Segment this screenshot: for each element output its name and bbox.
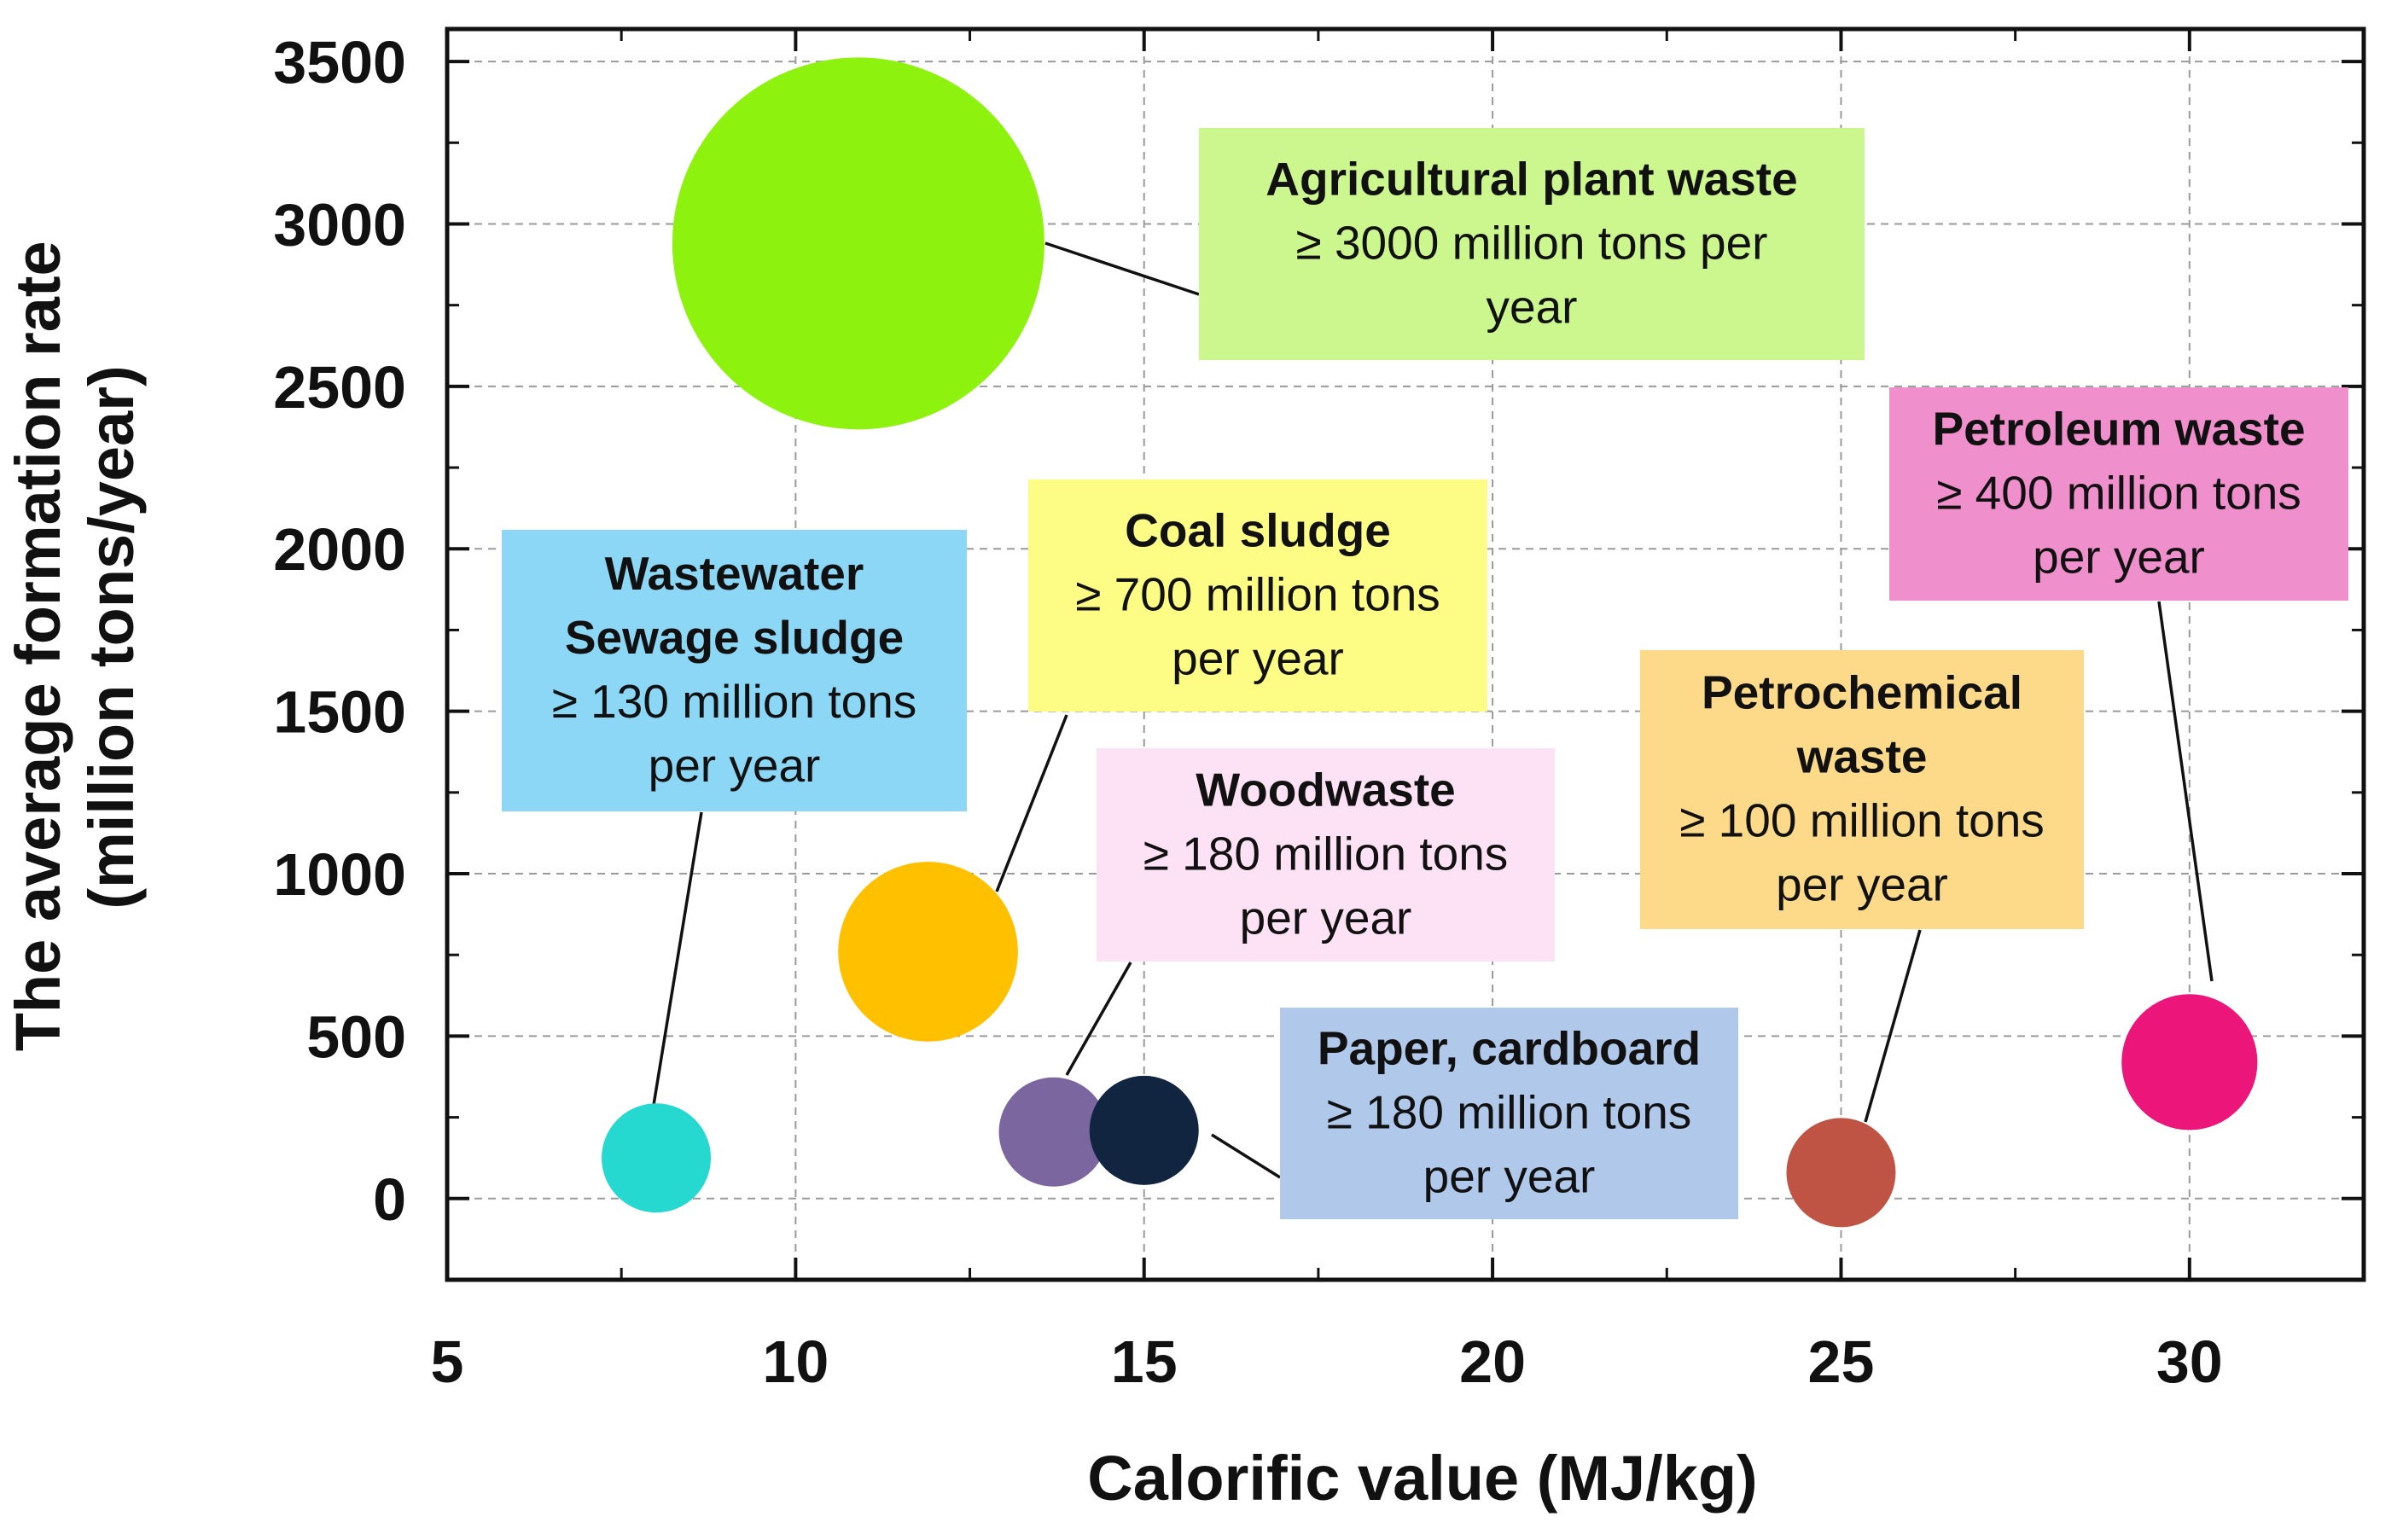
annotation-title: Sewage sludge xyxy=(565,611,904,664)
x-tick-label: 15 xyxy=(1111,1328,1178,1395)
annotation-petrochemical-waste: Petrochemical waste ≥ 100 million tons per … xyxy=(1640,650,2084,929)
y-tick-label: 2500 xyxy=(273,354,406,421)
y-axis-title: The average formation rate (million tons… xyxy=(3,224,147,1052)
annotation-box xyxy=(1640,650,2084,929)
y-axis-title-line-1: The average formation rate xyxy=(3,241,73,1051)
annotation-agricultural-plant-waste: Agricultural plant waste ≥ 3000 million t… xyxy=(1199,128,1865,360)
leader-paper-cardboard xyxy=(1211,1133,1281,1179)
annotation-text: per year xyxy=(2033,531,2205,584)
annotation-title: Coal sludge xyxy=(1125,504,1391,557)
annotation-text: ≥ 180 million tons xyxy=(1143,828,1509,880)
bubble-agricultural-plant-waste xyxy=(672,57,1044,430)
annotation-text: per year xyxy=(1423,1150,1596,1203)
annotation-title: Woodwaste xyxy=(1196,764,1456,816)
y-tick-label: 3000 xyxy=(273,191,406,258)
annotation-title: Wastewater xyxy=(605,547,864,600)
annotation-text: per year xyxy=(1240,892,1412,944)
leader-petrochemical-waste xyxy=(1864,929,1922,1123)
y-tick-label: 500 xyxy=(306,1003,406,1070)
leader-petroleum-waste xyxy=(2157,601,2214,982)
x-tick-label: 5 xyxy=(431,1328,464,1395)
annotation-title: waste xyxy=(1796,730,1928,783)
leader-lines xyxy=(652,241,2214,1179)
annotation-text: ≥ 100 million tons xyxy=(1679,794,2045,847)
bubble-petrochemical-waste xyxy=(1786,1118,1896,1228)
annotation-text: year xyxy=(1487,281,1578,334)
annotation-box xyxy=(1889,387,2348,601)
annotation-text: per year xyxy=(1172,632,1344,685)
annotation-text: ≥ 130 million tons xyxy=(552,675,917,728)
annotation-paper-cardboard: Paper, cardboard ≥ 180 million tons per ye… xyxy=(1280,1008,1738,1219)
annotation-text: per year xyxy=(649,739,821,792)
bubble-coal-sludge xyxy=(838,862,1018,1042)
annotation-woodwaste: Woodwaste ≥ 180 million tons per year xyxy=(1097,748,1555,962)
annotation-text: per year xyxy=(1776,858,1948,911)
x-tick-label: 30 xyxy=(2156,1328,2223,1395)
plot-frame xyxy=(445,26,2366,1282)
bubble-wastewater-sewage-sludge xyxy=(602,1103,712,1213)
y-tick-label: 3500 xyxy=(273,29,406,96)
x-tick-label: 25 xyxy=(1808,1328,1875,1395)
leader-agricultural-plant-waste xyxy=(1044,241,1200,296)
annotation-text: ≥ 400 million tons xyxy=(1936,467,2301,520)
bubble-woodwaste xyxy=(998,1077,1108,1187)
y-tick-label: 2000 xyxy=(273,516,406,583)
annotation-title: Paper, cardboard xyxy=(1318,1022,1701,1075)
annotation-box xyxy=(1097,748,1555,962)
annotation-title: Petroleum waste xyxy=(1932,403,2305,456)
leader-wastewater-sewage-sludge xyxy=(652,811,703,1106)
bubbles xyxy=(602,57,2258,1228)
annotation-wastewater-sewage-sludge: Wastewater Sewage sludge ≥ 130 million ton… xyxy=(502,530,967,811)
annotation-title: Petrochemical xyxy=(1702,666,2022,719)
y-tick-label: 1500 xyxy=(273,679,406,746)
x-tick-label: 10 xyxy=(762,1328,829,1395)
bubble-petroleum-waste xyxy=(2121,994,2258,1130)
annotation-box xyxy=(1280,1008,1738,1219)
annotation-text: ≥ 3000 million tons per xyxy=(1296,217,1768,270)
y-tick-label: 1000 xyxy=(273,841,406,908)
annotation-box xyxy=(1028,479,1487,712)
annotation-coal-sludge: Coal sludge ≥ 700 million tons per year xyxy=(1028,479,1487,712)
x-tick-label: 20 xyxy=(1459,1328,1526,1395)
annotation-text: ≥ 180 million tons xyxy=(1327,1086,1692,1139)
annotations: Agricultural plant waste ≥ 3000 million t… xyxy=(502,128,2348,1219)
x-axis-title: Calorific value (MJ/kg) xyxy=(1087,1443,1757,1514)
annotation-petroleum-waste: Petroleum waste ≥ 400 million tons per yea… xyxy=(1889,387,2348,601)
annotation-box xyxy=(1199,128,1865,360)
annotation-title: Agricultural plant waste xyxy=(1266,153,1797,206)
annotation-text: ≥ 700 million tons xyxy=(1075,568,1440,621)
leader-coal-sludge xyxy=(995,714,1068,892)
annotation-box xyxy=(502,530,967,811)
y-tick-label: 0 xyxy=(373,1166,406,1233)
tick-labels: 5 10 15 20 25 30 0 500 1000 1500 2000 2500 3000 3500 xyxy=(273,29,2222,1395)
y-axis-title-line-2: (million tons/year) xyxy=(76,365,147,909)
bubble-paper-cardboard xyxy=(1089,1075,1199,1185)
leader-woodwaste xyxy=(1065,962,1132,1076)
